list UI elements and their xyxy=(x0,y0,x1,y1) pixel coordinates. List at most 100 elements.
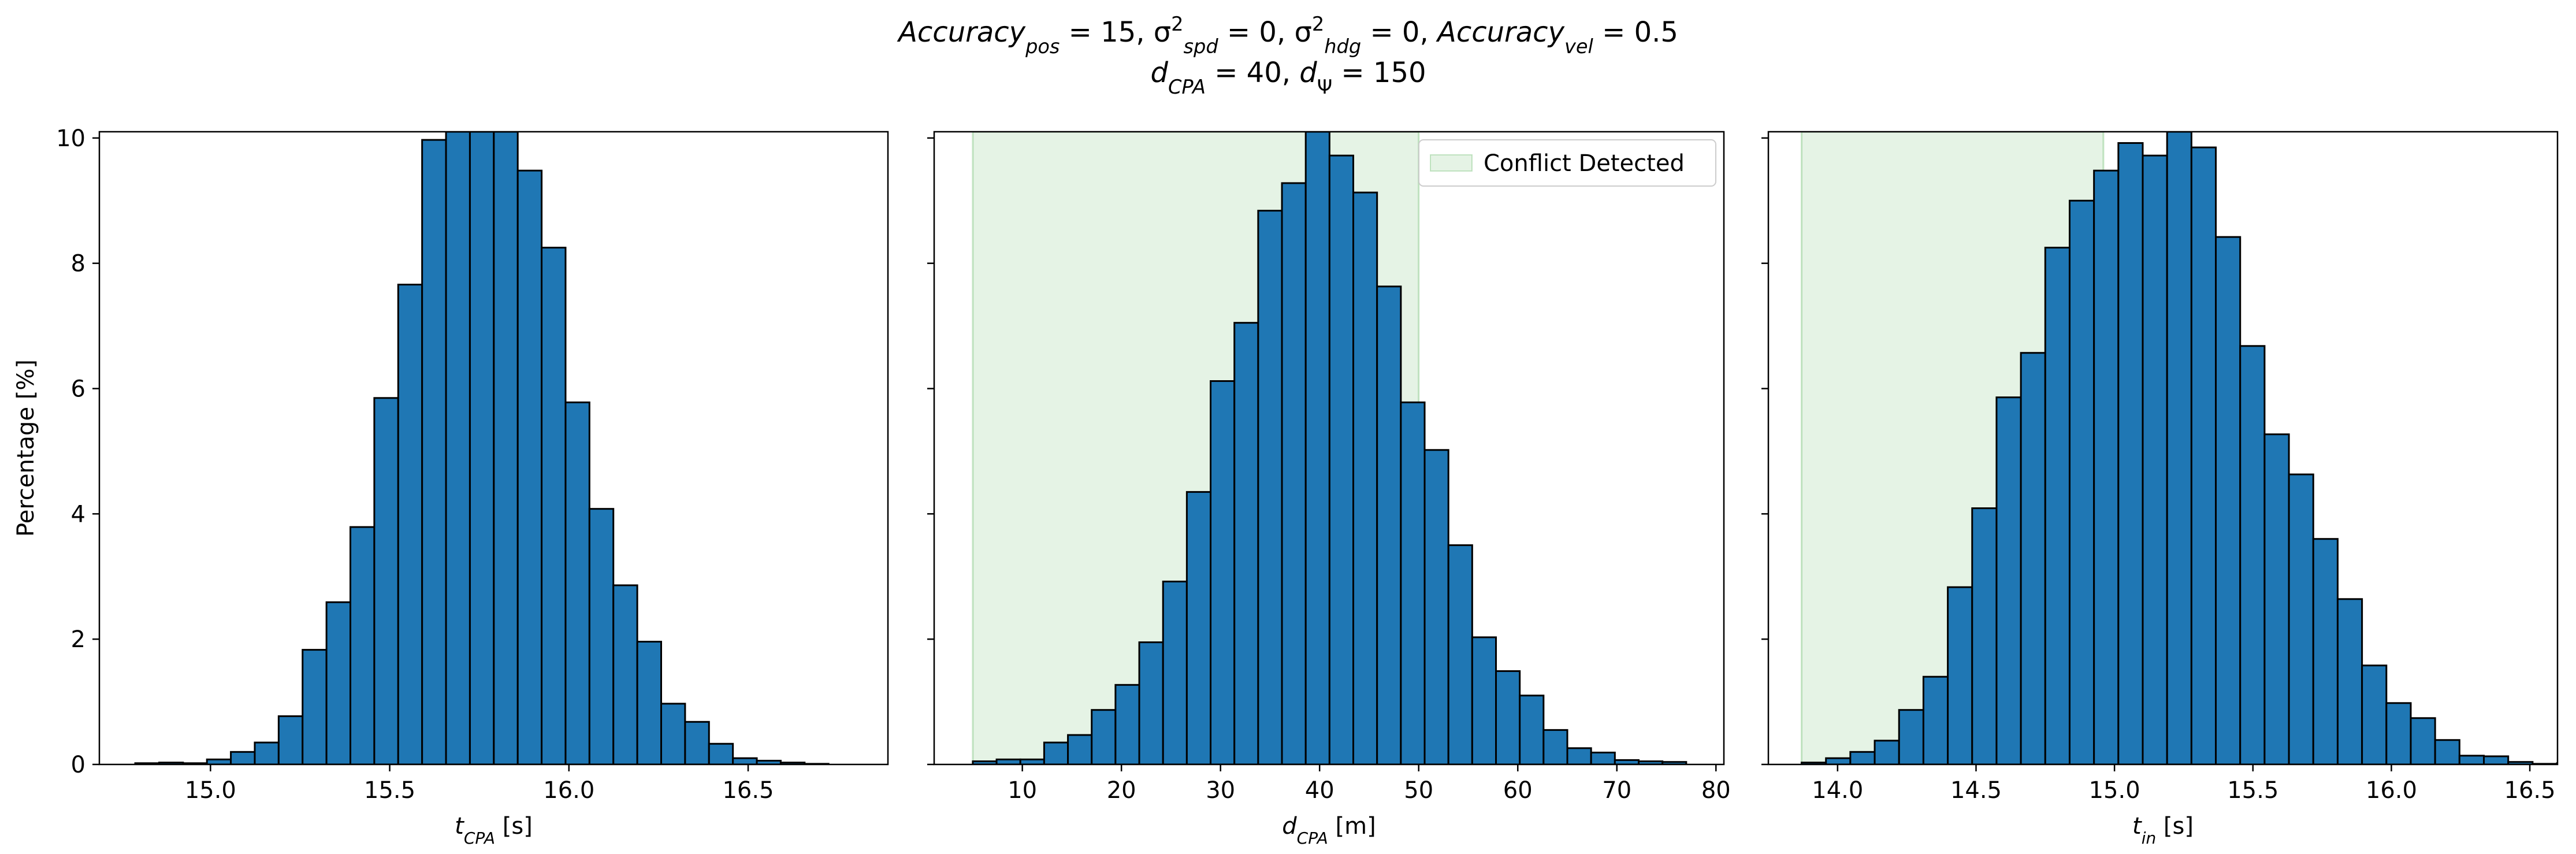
histogram-bar xyxy=(1091,709,1117,764)
histogram-bar xyxy=(397,284,423,764)
histogram-bar xyxy=(2117,142,2144,764)
x-tick-label: 20 xyxy=(1107,777,1136,804)
x-axis-label: tin [s] xyxy=(2132,813,2194,848)
figure-title-line-2: dCPA = 40, dΨ = 150 xyxy=(1150,57,1426,98)
histogram-bar xyxy=(1210,380,1236,764)
histogram-bar xyxy=(2166,132,2192,764)
histogram-bar xyxy=(2312,538,2339,764)
plot-area xyxy=(1801,132,2558,764)
histogram-bar xyxy=(516,169,543,764)
histogram-bar xyxy=(2458,755,2485,764)
histogram-bar xyxy=(1185,491,1212,764)
histogram-bar xyxy=(732,757,758,764)
histogram-bar xyxy=(1328,154,1355,764)
y-tick-label: 8 xyxy=(71,251,86,277)
histogram-bar xyxy=(1233,322,1259,764)
figure-title-line-1: Accuracypos = 15, σ2spd = 0, σ2hdg = 0, … xyxy=(897,13,1678,58)
histogram-bar xyxy=(1447,544,1473,764)
legend-box xyxy=(1418,139,1716,187)
histogram-bar xyxy=(612,584,638,764)
histogram-bar xyxy=(2044,247,2071,764)
histogram-bar xyxy=(230,751,256,764)
y-axis-label: Percentage [%] xyxy=(13,359,39,537)
histogram-bar xyxy=(1519,695,1545,764)
histogram-bar xyxy=(1400,401,1426,764)
histogram-bar xyxy=(1471,636,1497,764)
y-tick-label: 10 xyxy=(56,125,86,152)
histogram-bar xyxy=(1995,396,2022,764)
histogram-bar xyxy=(2434,739,2460,764)
histogram-bar xyxy=(2263,433,2290,764)
histogram-bar xyxy=(421,139,447,764)
histogram-bar xyxy=(277,715,304,764)
histogram-bar xyxy=(2093,169,2120,764)
histogram-bar xyxy=(2556,762,2558,764)
histogram-bar xyxy=(995,758,1021,764)
histogram-bar xyxy=(2410,717,2436,764)
subplot-2: 10 20 30 40 50 60 70 80 dCPA [m] Conflict Detecte… xyxy=(927,131,1731,848)
histogram-bar xyxy=(2239,345,2266,764)
histogram-bar xyxy=(2336,598,2363,764)
x-tick-label: 16.0 xyxy=(543,777,594,804)
histogram-bar xyxy=(206,758,232,764)
histogram-bar xyxy=(1138,641,1164,764)
histogram-bar xyxy=(660,703,686,764)
histogram-bar xyxy=(325,601,352,764)
subplot-1: 15.0 15.5 16.0 16.5 0 2 4 6 8 10 tCPA [s] Percentag… xyxy=(13,125,889,848)
histogram-bar xyxy=(350,526,376,764)
histogram-bar xyxy=(373,397,399,764)
histogram-bar xyxy=(1376,285,1402,764)
x-tick-label: 70 xyxy=(1602,777,1631,804)
x-tick-label: 16.5 xyxy=(722,777,774,804)
plot-area xyxy=(134,132,830,764)
histogram-bar xyxy=(1922,675,1949,764)
y-tick-label: 4 xyxy=(71,501,86,528)
x-tick-label: 80 xyxy=(1701,777,1731,804)
histogram-bar xyxy=(2215,236,2242,764)
histogram-bar xyxy=(1849,751,1876,764)
legend-swatch xyxy=(1430,154,1473,172)
x-tick-label: 16.0 xyxy=(2366,777,2417,804)
histogram-bar xyxy=(708,742,734,764)
histogram-bar xyxy=(1874,740,1900,764)
x-tick-label: 16.5 xyxy=(2504,777,2556,804)
histogram-bar xyxy=(1019,758,1045,764)
legend-label: Conflict Detected xyxy=(1484,150,1685,177)
axes-frame xyxy=(1767,131,2559,766)
histogram-bar xyxy=(1590,751,1616,764)
histogram-bar xyxy=(1495,670,1521,764)
histogram-bar xyxy=(1067,734,1093,764)
x-tick-label: 15.5 xyxy=(364,777,415,804)
histogram-bar xyxy=(2385,702,2412,764)
x-tick-label: 15.0 xyxy=(185,777,236,804)
y-tick-label: 0 xyxy=(71,752,86,778)
histogram-bar xyxy=(2190,146,2217,764)
x-tick-label: 30 xyxy=(1206,777,1235,804)
histogram-bar xyxy=(1971,507,1998,764)
x-tick-label: 40 xyxy=(1305,777,1335,804)
x-tick-label: 10 xyxy=(1008,777,1037,804)
histogram-bar xyxy=(1423,449,1449,764)
histogram-bar xyxy=(2483,755,2510,764)
histogram-bar xyxy=(493,132,519,764)
histogram-bar xyxy=(636,641,663,764)
plot-area xyxy=(972,132,1687,764)
histogram-bar xyxy=(2020,352,2046,764)
histogram-bar xyxy=(1947,586,1973,764)
histogram-bar xyxy=(2288,473,2314,764)
histogram-bar xyxy=(1352,191,1378,764)
histogram-bar xyxy=(2142,154,2168,764)
x-axis-label: dCPA [m] xyxy=(1282,813,1376,848)
x-tick-label: 14.5 xyxy=(1950,777,2002,804)
histogram-bar xyxy=(564,401,590,764)
legend: Conflict Detected xyxy=(1418,139,1716,187)
x-tick-label: 15.0 xyxy=(2089,777,2140,804)
subplot-3: 14.0 14.5 15.0 15.5 16.0 16.5 tin [s] xyxy=(1761,131,2559,848)
histogram-bar xyxy=(1043,741,1069,764)
y-tick-label: 2 xyxy=(71,626,86,653)
histogram-bar xyxy=(254,741,280,764)
histogram-bar xyxy=(588,508,615,764)
histogram-bar xyxy=(2361,664,2388,764)
histogram-bar xyxy=(1162,580,1188,764)
x-tick-label: 50 xyxy=(1404,777,1433,804)
